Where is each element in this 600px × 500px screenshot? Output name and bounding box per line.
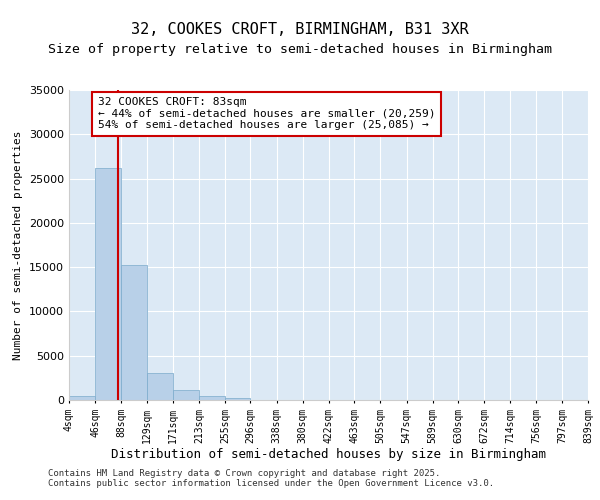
Bar [121,266,146,400]
Text: Size of property relative to semi-detached houses in Birmingham: Size of property relative to semi-detach… [48,42,552,56]
X-axis label: Distribution of semi-detached houses by size in Birmingham: Distribution of semi-detached houses by … [111,448,546,462]
Y-axis label: Number of semi-detached properties: Number of semi-detached properties [13,130,23,360]
Bar [225,398,250,400]
Bar [173,390,199,400]
Text: 32, COOKES CROFT, BIRMINGHAM, B31 3XR: 32, COOKES CROFT, BIRMINGHAM, B31 3XR [131,22,469,38]
Text: Contains HM Land Registry data © Crown copyright and database right 2025.: Contains HM Land Registry data © Crown c… [48,468,440,477]
Bar [95,168,121,400]
Text: Contains public sector information licensed under the Open Government Licence v3: Contains public sector information licen… [48,478,494,488]
Text: 32 COOKES CROFT: 83sqm
← 44% of semi-detached houses are smaller (20,259)
54% of: 32 COOKES CROFT: 83sqm ← 44% of semi-det… [98,97,435,130]
Bar [199,396,225,400]
Bar [69,396,95,400]
Bar [146,372,173,400]
